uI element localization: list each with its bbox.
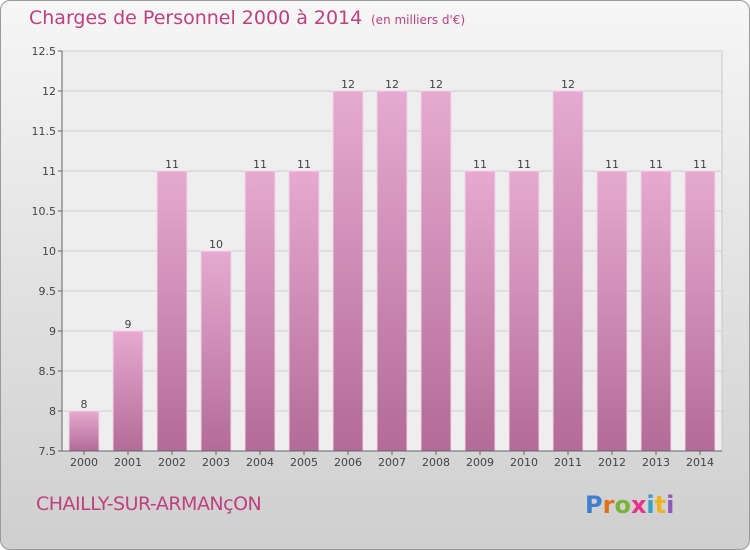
- y-tick-label: 8.5: [39, 365, 57, 378]
- data-label: 11: [297, 158, 311, 171]
- logo-letter: r: [602, 491, 615, 519]
- data-label: 10: [209, 238, 223, 251]
- bar-2007: [376, 90, 408, 452]
- x-tick-label: 2006: [334, 456, 362, 469]
- y-tick-label: 8: [49, 405, 56, 418]
- data-label: 12: [341, 78, 355, 91]
- x-tick-label: 2013: [642, 456, 670, 469]
- bar-2001: [112, 330, 144, 452]
- commune-name: CHAILLY-SUR-ARMANçON: [36, 493, 262, 515]
- x-tick-label: 2011: [554, 456, 582, 469]
- data-label: 12: [429, 78, 443, 91]
- logo-letter: x: [630, 491, 647, 519]
- data-label: 11: [165, 158, 179, 171]
- bar-2013: [640, 170, 672, 452]
- chart-subtitle: (en milliers d'€): [371, 13, 466, 27]
- x-tick-label: 2008: [422, 456, 450, 469]
- bar-2000: [68, 410, 100, 452]
- bar-2014: [684, 170, 716, 452]
- bar-2012: [596, 170, 628, 452]
- y-tick-label: 10: [42, 245, 56, 258]
- data-label: 9: [125, 318, 132, 331]
- y-tick-label: 11: [42, 165, 56, 178]
- x-tick-label: 2000: [70, 456, 98, 469]
- data-label: 11: [649, 158, 663, 171]
- chart-title: Charges de Personnel 2000 à 2014: [29, 7, 363, 29]
- x-tick-label: 2012: [598, 456, 626, 469]
- x-tick-label: 2009: [466, 456, 494, 469]
- bar-2011: [552, 90, 584, 452]
- x-tick-label: 2007: [378, 456, 406, 469]
- bar-2004: [244, 170, 276, 452]
- bar-2010: [508, 170, 540, 452]
- x-tick-label: 2003: [202, 456, 230, 469]
- bar-2002: [156, 170, 188, 452]
- data-label: 11: [693, 158, 707, 171]
- bar-2003: [200, 250, 232, 452]
- logo-letter: o: [614, 491, 631, 519]
- data-label: 11: [253, 158, 267, 171]
- y-tick-label: 9: [49, 325, 56, 338]
- y-tick-label: 9.5: [39, 285, 57, 298]
- x-tick-label: 2010: [510, 456, 538, 469]
- data-label: 11: [473, 158, 487, 171]
- bar-2005: [288, 170, 320, 452]
- data-label: 11: [517, 158, 531, 171]
- data-label: 12: [385, 78, 399, 91]
- logo-letter: t: [654, 491, 667, 519]
- logo-letter: P: [585, 491, 603, 519]
- data-label: 11: [605, 158, 619, 171]
- logo-letter: i: [666, 491, 675, 519]
- x-tick-label: 2001: [114, 456, 142, 469]
- x-tick-label: 2004: [246, 456, 274, 469]
- y-tick-label: 10.5: [32, 205, 57, 218]
- bar-2008: [420, 90, 452, 452]
- y-tick-label: 11.5: [32, 125, 57, 138]
- bar-2006: [332, 90, 364, 452]
- bar-2009: [464, 170, 496, 452]
- x-tick-label: 2014: [686, 456, 714, 469]
- x-tick-label: 2005: [290, 456, 318, 469]
- logo-letter: i: [646, 491, 655, 519]
- y-tick-label: 7.5: [39, 445, 57, 458]
- proxiti-logo: Proxiti: [585, 491, 674, 519]
- data-label: 8: [81, 398, 88, 411]
- y-tick-label: 12: [42, 85, 56, 98]
- data-label: 12: [561, 78, 575, 91]
- x-tick-label: 2002: [158, 456, 186, 469]
- y-tick-label: 12.5: [32, 45, 57, 58]
